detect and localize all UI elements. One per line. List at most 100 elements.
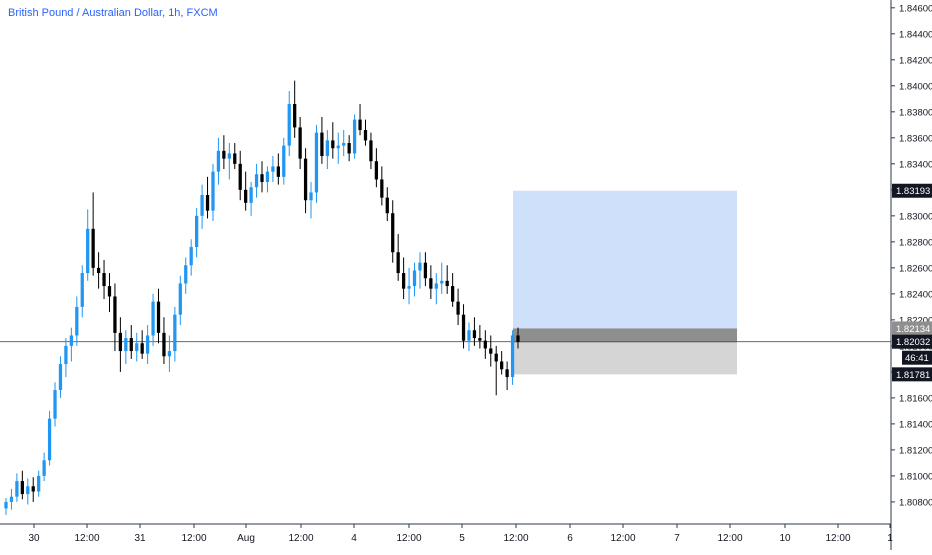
- entry-price-label: 1.82134: [896, 324, 930, 335]
- target-zone[interactable]: [513, 190, 737, 329]
- price-tick-label: 1.82200: [899, 315, 932, 326]
- candle-body: [505, 369, 509, 378]
- candle-body: [244, 189, 248, 203]
- time-tick-label: 12:00: [717, 533, 742, 544]
- candle-body: [282, 145, 286, 177]
- candle-body: [320, 132, 324, 157]
- candle-body: [173, 314, 177, 352]
- stop-price-label-bg: [892, 367, 932, 382]
- time-tick-label: 4: [351, 533, 357, 544]
- candle-body: [156, 301, 161, 333]
- candle-body: [434, 283, 438, 289]
- candle-body: [391, 213, 395, 253]
- candle-body: [309, 192, 313, 201]
- candle-body: [42, 460, 46, 476]
- candle-body: [254, 174, 259, 188]
- candle-body: [86, 228, 90, 274]
- time-tick-label: 12:00: [396, 533, 421, 544]
- candle-body: [342, 143, 346, 146]
- current-price-label-bg: [892, 334, 932, 349]
- candle-body: [47, 418, 52, 461]
- price-tick-label: 1.82600: [899, 263, 932, 274]
- candle-body: [195, 215, 199, 248]
- candle-body: [336, 145, 340, 149]
- candle-body: [418, 262, 422, 271]
- time-tick-label: 12:00: [74, 533, 99, 544]
- time-tick-label: 30: [28, 533, 40, 544]
- price-tick-label: 1.81400: [899, 419, 932, 430]
- entry-band: [513, 328, 737, 343]
- candle-body: [167, 351, 172, 357]
- candle-body: [184, 265, 188, 284]
- candle-body: [423, 262, 428, 279]
- candle-body: [53, 390, 57, 419]
- candle-body: [429, 278, 433, 289]
- candle-body: [396, 252, 400, 274]
- candle-body: [222, 150, 226, 159]
- entry-price-label-bg: [892, 321, 932, 336]
- candle-body: [31, 486, 35, 492]
- candle-body: [385, 197, 389, 214]
- candle-body: [91, 228, 95, 268]
- candle-body: [500, 361, 504, 370]
- candle-body: [516, 335, 520, 342]
- candle-body: [369, 140, 373, 162]
- candle-body: [276, 166, 280, 177]
- candle-body: [347, 143, 351, 154]
- candle-body: [80, 273, 84, 307]
- time-tick-label: 12:00: [288, 533, 313, 544]
- time-tick-label: 12:00: [181, 533, 206, 544]
- candle-body: [140, 343, 144, 354]
- candle-body: [9, 496, 14, 502]
- candle-body: [374, 161, 379, 180]
- candle-body: [489, 348, 493, 354]
- candle-body: [216, 150, 221, 172]
- time-tick-label: Aug: [237, 533, 255, 544]
- candle-body: [314, 132, 319, 193]
- price-tick-label: 1.81000: [899, 471, 932, 482]
- candle-body: [293, 104, 297, 128]
- price-tick-label: 1.83600: [899, 133, 932, 144]
- candle-body: [227, 153, 231, 159]
- candle-body: [69, 335, 73, 346]
- time-tick-label: 12:00: [825, 533, 850, 544]
- target-price-label-bg: [892, 183, 932, 198]
- candle-body: [472, 330, 477, 339]
- candle-body: [145, 335, 150, 354]
- time-tick-label: 6: [567, 533, 573, 544]
- price-tick-label: 1.84200: [899, 55, 932, 66]
- time-tick-label: 1: [887, 533, 893, 544]
- time-tick-label: 12:00: [503, 533, 528, 544]
- time-tick-label: 5: [459, 533, 465, 544]
- candle-body: [135, 343, 139, 352]
- candle-body: [494, 353, 498, 362]
- candle-body: [298, 127, 302, 159]
- price-tick-label: 1.81200: [899, 445, 932, 456]
- candle-body: [363, 130, 368, 141]
- candle-body: [200, 195, 204, 216]
- candle-body: [271, 166, 275, 172]
- candle-body: [37, 475, 41, 492]
- candle-body: [26, 486, 30, 495]
- target-price-label: 1.83193: [896, 186, 930, 197]
- candle-body: [151, 301, 155, 336]
- candle-body: [451, 286, 455, 302]
- stop-price-label: 1.81781: [896, 370, 930, 381]
- price-tick-label: 1.83400: [899, 159, 932, 170]
- candle-body: [260, 174, 264, 183]
- candle-body: [445, 280, 449, 287]
- candle-body: [15, 481, 19, 497]
- candle-body: [331, 140, 335, 149]
- price-tick-label: 1.82400: [899, 289, 932, 300]
- candle-body: [407, 286, 411, 289]
- candle-body: [461, 314, 466, 341]
- candle-body: [478, 338, 482, 341]
- candle-body: [189, 247, 193, 266]
- price-tick-label: 1.84000: [899, 81, 932, 92]
- price-tick-label: 1.81600: [899, 393, 932, 404]
- candle-body: [265, 171, 270, 183]
- price-tick-label: 1.83800: [899, 107, 932, 118]
- price-tick-label: 1.80800: [899, 497, 932, 508]
